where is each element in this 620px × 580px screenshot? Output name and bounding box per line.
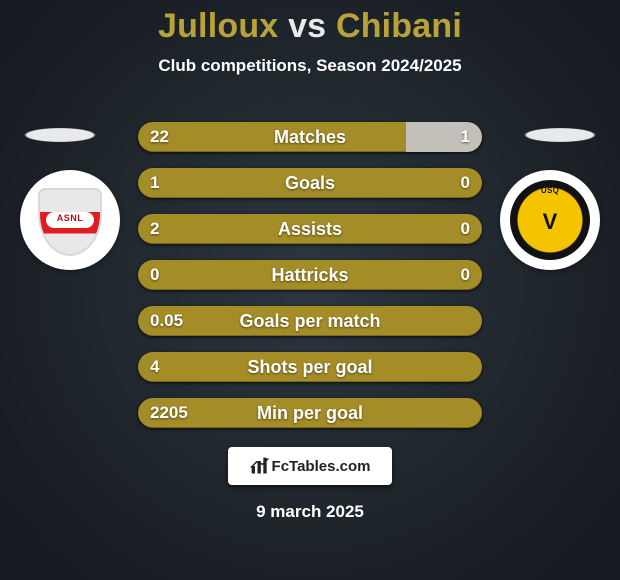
club-right-abbrev: USQ — [510, 186, 590, 195]
club-badge-right: USQ V — [500, 170, 600, 270]
stat-label: Min per goal — [138, 398, 482, 428]
canvas: Julloux vs Chibani Club competitions, Se… — [0, 0, 620, 580]
bars-icon — [250, 457, 270, 475]
player-right-name: Chibani — [336, 7, 462, 45]
club-badge-left: ASNL — [20, 170, 120, 270]
brand-badge: FcTables.com — [228, 447, 392, 485]
stat-label: Matches — [138, 122, 482, 152]
stat-row: 20Assists — [138, 214, 482, 244]
brand-text: FcTables.com — [272, 458, 371, 475]
comparison-title: Julloux vs Chibani — [0, 0, 620, 46]
vs-text: vs — [288, 7, 326, 45]
subtitle: Club competitions, Season 2024/2025 — [0, 56, 620, 76]
player-left-name: Julloux — [158, 7, 278, 45]
date-text: 9 march 2025 — [0, 502, 620, 522]
club-left-abbrev: ASNL — [32, 213, 108, 223]
stat-row: 4Shots per goal — [138, 352, 482, 382]
stat-label: Shots per goal — [138, 352, 482, 382]
stat-label: Assists — [138, 214, 482, 244]
stat-row: 00Hattricks — [138, 260, 482, 290]
stat-row: 10Goals — [138, 168, 482, 198]
stat-row: 221Matches — [138, 122, 482, 152]
stat-row: 2205Min per goal — [138, 398, 482, 428]
club-crest-left: ASNL — [32, 182, 108, 258]
stat-bars: 221Matches 10Goals 20Assists 00Hattricks 0.0… — [138, 122, 482, 444]
club-crest-right: USQ V — [510, 180, 590, 260]
stat-label: Hattricks — [138, 260, 482, 290]
stat-label: Goals per match — [138, 306, 482, 336]
stat-label: Goals — [138, 168, 482, 198]
stat-row: 0.05Goals per match — [138, 306, 482, 336]
